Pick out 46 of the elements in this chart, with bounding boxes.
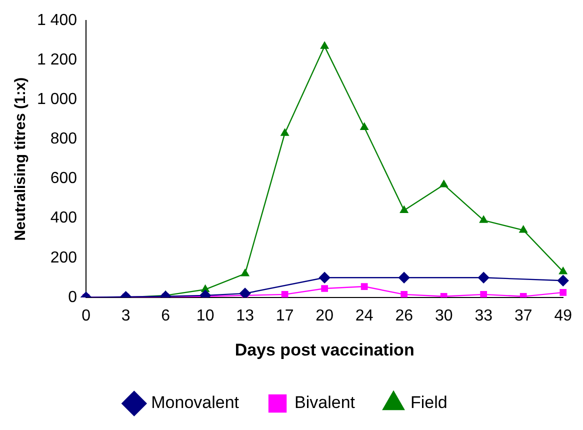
point — [280, 128, 289, 136]
x-tick-label: 33 — [474, 307, 493, 324]
point — [480, 216, 488, 223]
x-tick-label: 24 — [355, 307, 374, 324]
y-tick-label: 200 — [50, 249, 78, 266]
x-tick-label: 3 — [121, 307, 130, 324]
x-tick-label: 17 — [276, 307, 294, 324]
point — [400, 291, 408, 298]
legend-label: Field — [410, 393, 448, 412]
point — [440, 180, 448, 188]
point — [480, 291, 488, 298]
x-tick-label: 20 — [316, 307, 334, 324]
point — [558, 274, 569, 286]
point — [398, 272, 410, 284]
y-tick-label: 1 000 — [36, 91, 78, 108]
point — [240, 269, 250, 276]
x-tick-label: 0 — [82, 307, 91, 324]
legend-label: Bivalent — [294, 393, 356, 412]
y-axis-title: Neutralising titres (1:x) — [12, 77, 30, 241]
point — [239, 288, 251, 298]
y-tick-label: 600 — [50, 170, 78, 188]
point — [321, 285, 328, 292]
point — [360, 122, 368, 130]
y-tick-label: 1 400 — [36, 12, 78, 30]
point — [318, 272, 330, 284]
y-tick-label: 400 — [50, 210, 78, 227]
x-tick-label: 26 — [395, 307, 414, 324]
x-tick-label: 10 — [196, 307, 214, 324]
point — [560, 289, 567, 296]
x-tick-label: 6 — [161, 307, 170, 324]
point — [320, 42, 329, 49]
point — [281, 291, 288, 298]
legend-label: Monovalent — [151, 393, 240, 412]
x-tick-label: 49 — [554, 307, 572, 324]
x-axis-title: Days post vaccination — [234, 340, 414, 360]
y-tick-label: 0 — [68, 288, 78, 306]
point — [360, 283, 368, 290]
x-tick-label: 30 — [434, 307, 453, 324]
point — [519, 226, 528, 233]
x-tick-label: 13 — [236, 307, 254, 324]
y-tick-label: 1 200 — [36, 52, 78, 69]
point — [559, 267, 568, 274]
x-tick-label: 37 — [514, 307, 532, 324]
point — [400, 206, 408, 214]
y-tick-label: 800 — [50, 130, 78, 148]
point — [478, 272, 490, 284]
